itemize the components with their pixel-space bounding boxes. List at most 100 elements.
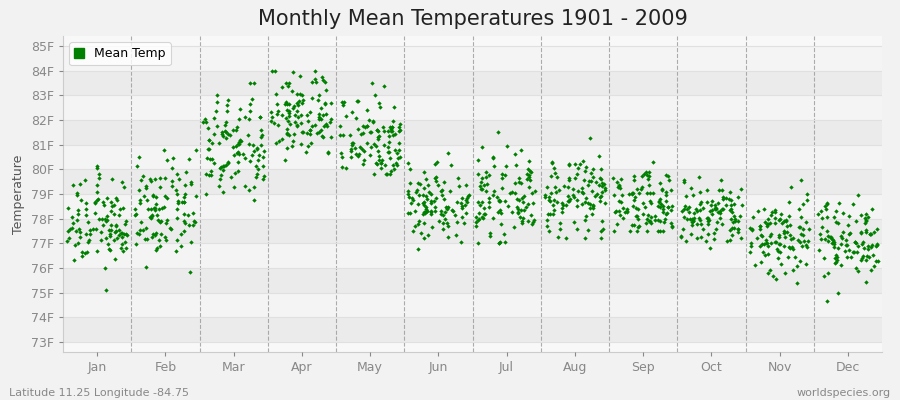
Point [295,129,310,135]
Point [147,205,161,212]
Point [435,208,449,214]
Point [285,88,300,94]
Point [542,196,556,203]
Point [247,148,261,154]
Point [366,140,381,147]
Point [142,176,157,182]
Point [820,200,834,206]
Point [281,118,295,124]
Point [245,96,259,102]
Point [270,101,284,107]
Point [423,198,437,204]
Point [418,210,433,216]
Point [797,238,812,245]
Point [75,249,89,256]
Point [345,141,359,148]
Point [659,210,673,217]
Point [213,164,228,170]
Point [473,179,488,186]
Point [689,220,704,227]
Point [291,102,305,108]
Point [706,230,721,237]
Point [278,157,293,163]
Point [586,201,600,208]
Point [788,254,803,261]
Point [451,174,465,181]
Point [217,163,231,170]
Point [356,123,371,130]
Point [802,226,816,232]
Point [685,216,699,222]
Point [285,69,300,76]
Point [279,114,293,121]
Point [75,253,89,259]
Point [256,154,270,160]
Point [495,174,509,181]
Point [102,227,116,233]
Point [842,213,856,220]
Point [256,163,270,169]
Point [438,216,453,222]
Point [585,188,599,194]
Point [570,226,584,232]
Point [274,136,289,143]
Point [734,186,749,193]
Point [368,159,382,166]
Point [92,170,106,177]
Point [87,210,102,216]
Point [131,231,146,237]
Point [620,206,634,212]
Point [686,217,700,223]
Point [90,162,104,169]
Point [174,243,188,249]
Point [389,160,403,167]
Point [441,204,455,210]
Point [409,188,423,195]
Point [335,99,349,105]
Point [366,118,381,124]
Point [316,134,330,140]
Point [112,212,126,219]
Point [500,143,514,149]
Point [224,174,238,181]
Point [157,204,171,210]
Point [355,131,369,138]
Point [774,220,788,226]
Point [771,240,786,247]
Point [675,207,689,214]
Point [860,279,874,286]
Point [582,178,597,184]
Point [385,124,400,130]
Point [870,226,885,232]
Point [783,221,797,228]
Point [359,123,374,130]
Point [454,200,468,206]
Point [255,132,269,138]
Point [701,231,716,238]
Title: Monthly Mean Temperatures 1901 - 2009: Monthly Mean Temperatures 1901 - 2009 [257,9,688,29]
Point [436,220,450,226]
Point [374,160,388,166]
Point [712,208,726,214]
Point [99,213,113,219]
Point [505,208,519,215]
Point [630,224,644,230]
Point [757,206,771,212]
Point [521,217,535,224]
Point [859,211,873,217]
Point [680,216,695,222]
Point [693,189,707,195]
Point [634,186,648,192]
Point [431,218,446,224]
Point [216,166,230,173]
Point [436,178,451,185]
Point [772,241,787,248]
Point [778,218,793,224]
Point [170,214,184,221]
Point [364,129,378,135]
Point [786,235,800,242]
Point [169,191,184,197]
Point [183,156,197,162]
Point [726,201,741,207]
Point [352,151,366,157]
